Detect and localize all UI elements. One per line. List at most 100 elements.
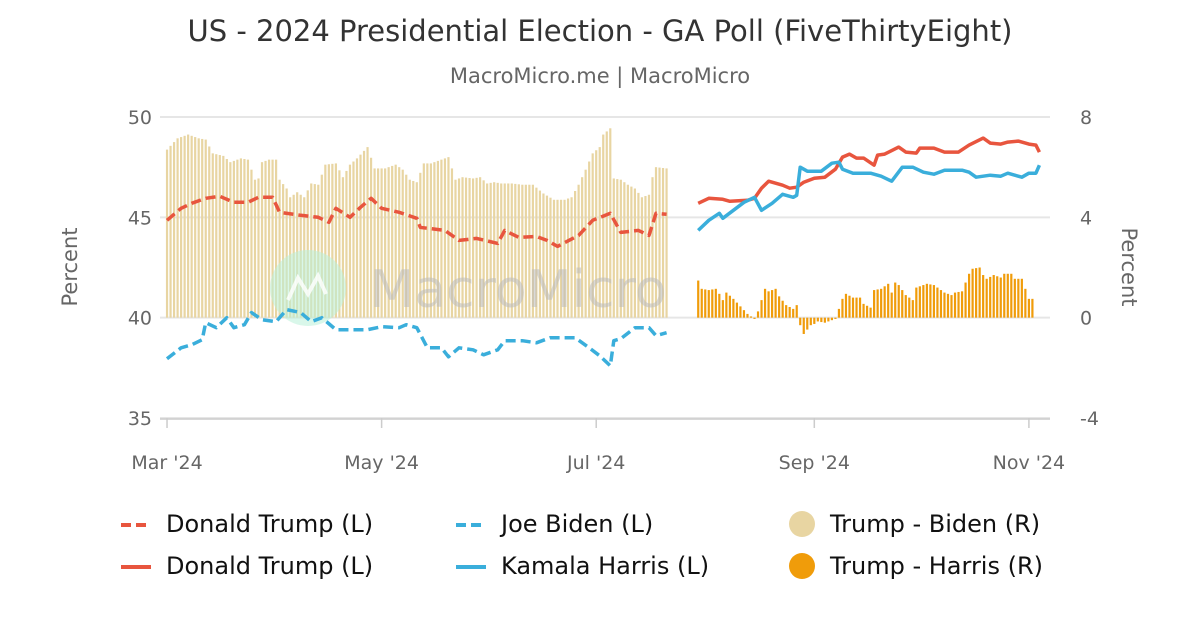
bar-trump-harris-r- <box>975 268 978 318</box>
bar-trump-biden-r- <box>320 174 323 318</box>
bar-trump-biden-r- <box>577 184 580 318</box>
bar-trump-biden-r- <box>359 154 362 318</box>
bar-trump-biden-r- <box>405 174 408 318</box>
legend-label: Trump - Biden (R) <box>830 510 1041 538</box>
bar-trump-biden-r- <box>549 197 552 318</box>
bar-trump-biden-r- <box>457 178 461 318</box>
bar-trump-biden-r- <box>180 137 183 318</box>
bar-trump-biden-r- <box>324 164 327 318</box>
bar-trump-biden-r- <box>194 137 197 318</box>
bar-trump-biden-r- <box>633 188 637 318</box>
legend-label: Donald Trump (L) <box>166 510 374 538</box>
bar-trump-biden-r- <box>412 180 415 318</box>
bar-trump-biden-r- <box>218 155 221 318</box>
bar-trump-harris-r- <box>704 289 707 318</box>
legend-item[interactable]: Donald Trump (L) <box>120 510 373 538</box>
bar-trump-harris-r- <box>996 276 999 318</box>
bar-trump-biden-r- <box>661 168 665 318</box>
bar-trump-biden-r- <box>637 192 640 318</box>
bar-trump-biden-r- <box>440 159 443 318</box>
bar-trump-harris-r- <box>1017 278 1020 318</box>
bar-trump-biden-r- <box>500 183 503 318</box>
bar-trump-biden-r- <box>366 147 369 318</box>
bar-trump-harris-r- <box>1013 278 1016 318</box>
bar-trump-biden-r- <box>327 164 330 318</box>
bar-trump-biden-r- <box>552 199 556 318</box>
legend-circle-icon <box>789 511 815 537</box>
bar-trump-harris-r- <box>1010 273 1013 318</box>
bar-trump-harris-r- <box>943 292 946 318</box>
bar-trump-biden-r- <box>278 179 281 318</box>
bar-trump-biden-r- <box>373 168 376 318</box>
bar-trump-harris-r- <box>841 298 844 318</box>
bar-trump-biden-r- <box>623 182 626 318</box>
bar-trump-biden-r- <box>545 195 549 318</box>
bar-trump-harris-r- <box>806 317 809 330</box>
bar-trump-biden-r- <box>584 169 587 318</box>
bar-trump-harris-r- <box>760 300 763 318</box>
legend-item[interactable]: Kamala Harris (L) <box>455 552 709 580</box>
bar-trump-biden-r- <box>426 163 429 318</box>
bar-trump-harris-r- <box>999 277 1002 318</box>
bar-trump-biden-r- <box>461 177 464 318</box>
bar-trump-harris-r- <box>922 285 925 318</box>
bar-trump-harris-r- <box>844 293 848 318</box>
chart-title: US - 2024 Presidential Election - GA Pol… <box>187 14 1013 48</box>
bar-trump-harris-r- <box>823 317 826 323</box>
legend-item[interactable]: Trump - Harris (R) <box>788 552 1043 580</box>
bar-trump-biden-r- <box>443 158 447 318</box>
bar-trump-biden-r- <box>528 184 531 318</box>
bar-trump-biden-r- <box>538 190 542 318</box>
bar-trump-biden-r- <box>605 131 608 318</box>
bar-trump-harris-r- <box>1020 278 1023 318</box>
bar-trump-biden-r- <box>524 184 527 318</box>
bar-trump-biden-r- <box>236 159 239 318</box>
bar-trump-biden-r- <box>517 184 520 318</box>
bar-trump-biden-r- <box>197 138 200 318</box>
legend-label: Kamala Harris (L) <box>501 552 710 580</box>
legend-item[interactable]: Trump - Biden (R) <box>788 510 1040 538</box>
bar-trump-biden-r- <box>208 146 211 318</box>
series-line-kamala-harris-l-solid <box>696 160 1042 232</box>
bar-trump-biden-r- <box>436 160 440 318</box>
legend-label: Joe Biden (L) <box>501 510 654 538</box>
bar-trump-biden-r- <box>503 183 506 318</box>
bar-trump-harris-r- <box>908 297 911 318</box>
bar-trump-harris-r- <box>957 291 960 318</box>
legend-circle-icon <box>789 553 815 579</box>
bar-trump-biden-r- <box>253 179 257 318</box>
legend-item[interactable]: Joe Biden (L) <box>455 510 653 538</box>
bar-trump-harris-r- <box>785 305 788 318</box>
bar-trump-biden-r- <box>588 161 591 318</box>
bar-trump-harris-r- <box>894 282 897 318</box>
bar-trump-harris-r- <box>851 297 855 318</box>
bar-trump-harris-r- <box>774 288 777 318</box>
bar-trump-harris-r- <box>732 298 735 318</box>
bar-trump-biden-r- <box>447 157 450 318</box>
bar-trump-harris-r- <box>985 278 988 318</box>
bar-trump-harris-r- <box>1006 273 1009 318</box>
bar-trump-biden-r- <box>267 159 271 318</box>
bar-trump-harris-r- <box>858 297 862 318</box>
bar-trump-biden-r- <box>479 177 482 318</box>
bar-trump-harris-r- <box>967 273 971 318</box>
bar-trump-harris-r- <box>939 290 943 318</box>
bar-trump-biden-r- <box>665 168 668 318</box>
bar-trump-harris-r- <box>1003 273 1006 318</box>
legend-item[interactable]: Donald Trump (L) <box>120 552 373 580</box>
bar-trump-biden-r- <box>468 178 471 318</box>
bar-trump-biden-r- <box>282 184 285 318</box>
bar-trump-harris-r- <box>971 268 974 318</box>
bar-trump-harris-r- <box>739 306 742 318</box>
bar-trump-biden-r- <box>651 177 654 318</box>
bar-trump-biden-r- <box>640 197 644 318</box>
bar-trump-biden-r- <box>232 160 235 318</box>
bar-trump-harris-r- <box>911 300 914 318</box>
bar-trump-harris-r- <box>925 283 928 318</box>
bar-trump-harris-r- <box>960 291 964 318</box>
bar-trump-harris-r- <box>792 308 795 318</box>
bar-trump-biden-r- <box>563 199 566 318</box>
bar-trump-biden-r- <box>394 164 397 318</box>
bar-trump-biden-r- <box>507 183 510 318</box>
watermark: MacroMicro <box>270 250 667 326</box>
